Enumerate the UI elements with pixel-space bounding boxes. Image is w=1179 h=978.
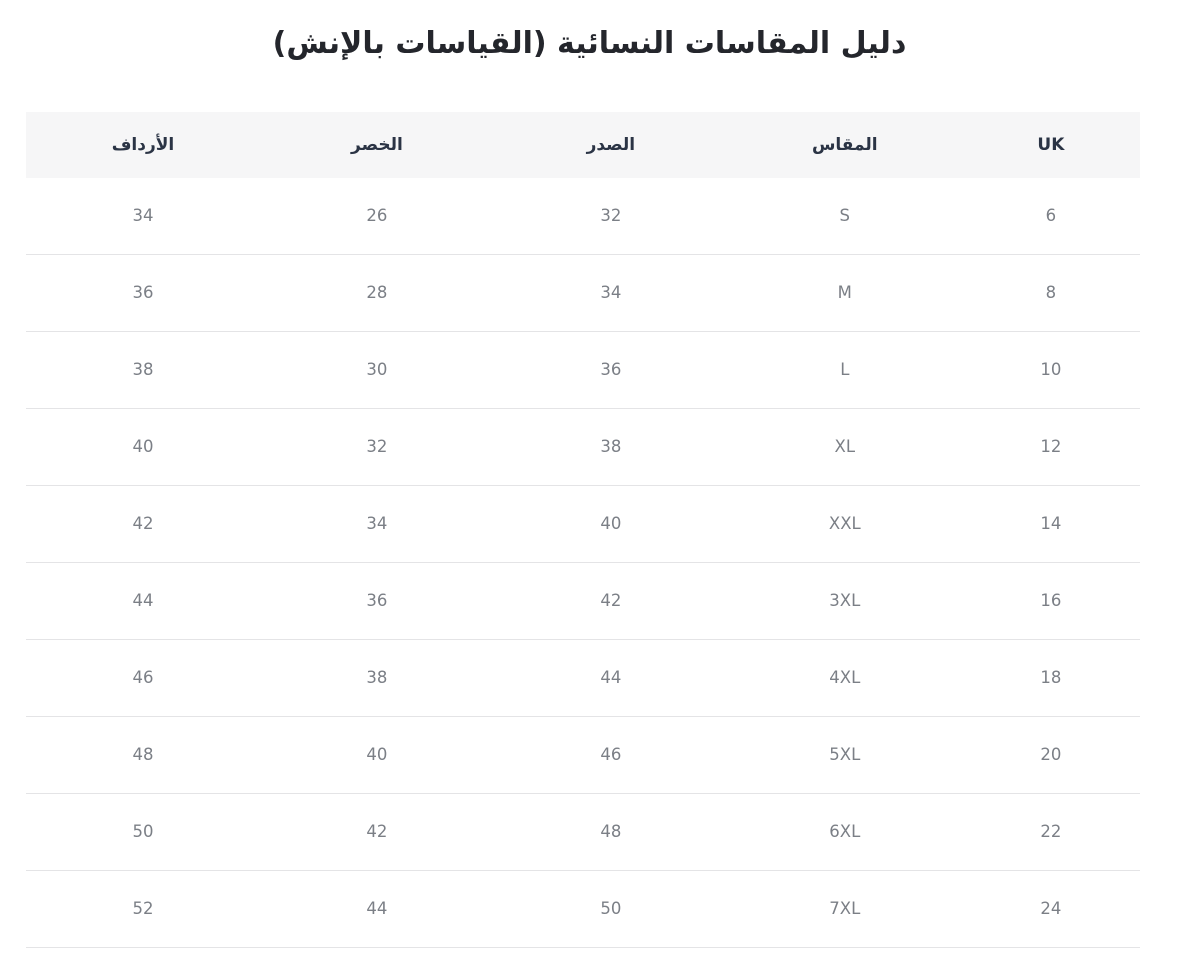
cell-chest: 40 xyxy=(493,485,728,563)
cell-size: M xyxy=(727,254,962,332)
cell-hips: 52 xyxy=(26,870,260,948)
cell-waist: 38 xyxy=(259,639,494,717)
cell-hips: 48 xyxy=(26,716,260,794)
cell-size: 7XL xyxy=(727,870,962,948)
header-row: UK المقاس الصدر الخصر الأرداف xyxy=(26,111,1140,178)
table-row: 16 3XL 42 36 44 xyxy=(26,562,1140,640)
table-row: 10 L 36 30 38 xyxy=(26,331,1140,409)
table-row: 22 6XL 48 42 50 xyxy=(26,793,1140,871)
cell-chest: 38 xyxy=(493,408,728,486)
cell-chest: 48 xyxy=(493,793,728,871)
size-guide-table: UK المقاس الصدر الخصر الأرداف 6 S 32 26 … xyxy=(26,111,1140,948)
column-header-uk: UK xyxy=(961,111,1140,178)
cell-hips: 34 xyxy=(26,177,260,255)
cell-chest: 36 xyxy=(493,331,728,409)
cell-chest: 32 xyxy=(493,177,728,255)
cell-size: 4XL xyxy=(727,639,962,717)
cell-waist: 32 xyxy=(259,408,494,486)
cell-uk: 18 xyxy=(961,639,1140,717)
cell-chest: 42 xyxy=(493,562,728,640)
cell-uk: 16 xyxy=(961,562,1140,640)
cell-waist: 36 xyxy=(259,562,494,640)
cell-waist: 44 xyxy=(259,870,494,948)
table-row: 20 5XL 46 40 48 xyxy=(26,716,1140,794)
cell-uk: 8 xyxy=(961,254,1140,332)
cell-size: 3XL xyxy=(727,562,962,640)
cell-uk: 12 xyxy=(961,408,1140,486)
column-header-waist: الخصر xyxy=(259,111,494,178)
cell-hips: 40 xyxy=(26,408,260,486)
cell-hips: 46 xyxy=(26,639,260,717)
cell-chest: 44 xyxy=(493,639,728,717)
table-row: 24 7XL 50 44 52 xyxy=(26,870,1140,948)
cell-uk: 6 xyxy=(961,177,1140,255)
cell-waist: 30 xyxy=(259,331,494,409)
cell-waist: 40 xyxy=(259,716,494,794)
cell-hips: 36 xyxy=(26,254,260,332)
cell-hips: 50 xyxy=(26,793,260,871)
table-row: 8 M 34 28 36 xyxy=(26,254,1140,332)
cell-hips: 38 xyxy=(26,331,260,409)
column-header-hips: الأرداف xyxy=(26,111,260,178)
cell-size: XXL xyxy=(727,485,962,563)
cell-waist: 34 xyxy=(259,485,494,563)
page-title: دليل المقاسات النسائية (القياسات بالإنش) xyxy=(272,26,907,61)
table-row: 14 XXL 40 34 42 xyxy=(26,485,1140,563)
table-row: 6 S 32 26 34 xyxy=(26,177,1140,255)
cell-chest: 34 xyxy=(493,254,728,332)
cell-hips: 42 xyxy=(26,485,260,563)
cell-uk: 24 xyxy=(961,870,1140,948)
cell-size: XL xyxy=(727,408,962,486)
size-guide-table-container: UK المقاس الصدر الخصر الأرداف 6 S 32 26 … xyxy=(26,111,1140,948)
cell-waist: 26 xyxy=(259,177,494,255)
cell-uk: 22 xyxy=(961,793,1140,871)
table-row: 18 4XL 44 38 46 xyxy=(26,639,1140,717)
table-row: 12 XL 38 32 40 xyxy=(26,408,1140,486)
cell-waist: 28 xyxy=(259,254,494,332)
column-header-size: المقاس xyxy=(727,111,962,178)
cell-uk: 10 xyxy=(961,331,1140,409)
cell-size: 6XL xyxy=(727,793,962,871)
cell-size: L xyxy=(727,331,962,409)
cell-waist: 42 xyxy=(259,793,494,871)
cell-hips: 44 xyxy=(26,562,260,640)
cell-uk: 14 xyxy=(961,485,1140,563)
cell-chest: 46 xyxy=(493,716,728,794)
cell-chest: 50 xyxy=(493,870,728,948)
column-header-chest: الصدر xyxy=(493,111,728,178)
cell-size: 5XL xyxy=(727,716,962,794)
cell-uk: 20 xyxy=(961,716,1140,794)
cell-size: S xyxy=(727,177,962,255)
